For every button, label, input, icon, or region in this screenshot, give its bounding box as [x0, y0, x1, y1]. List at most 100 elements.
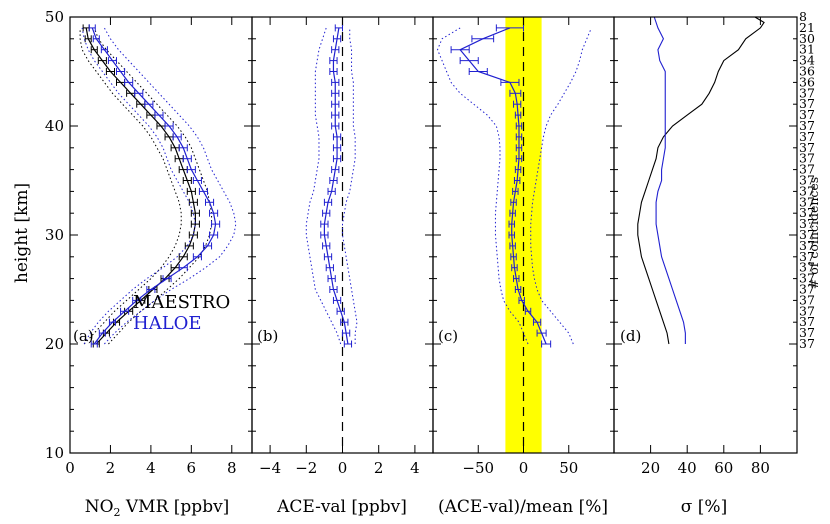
panel-c-series--ace-val-mean-point [510, 253, 517, 261]
panel-label-b: (b) [257, 327, 278, 345]
panel-c-series--ace-val-mean-mean [459, 27, 547, 345]
panel-b-series-ace-val-point [332, 35, 342, 43]
panel-b-series-ace-val-point [332, 144, 342, 152]
panel-b-series-ace-val-point [329, 286, 338, 293]
panel-c-series--ace-val-mean-point [512, 187, 519, 195]
panel-a-series-maestro-point [105, 68, 115, 75]
coincidence-count-label: 37 [799, 336, 815, 351]
panel-c-series--ace-val-mean-point [510, 198, 517, 206]
x-axis-label-d: σ [%] [681, 497, 727, 517]
panel-b-xtick-label: 4 [410, 459, 420, 477]
panel-d-frame [613, 16, 798, 454]
panel-c-series--ace-val-mean-point [509, 209, 516, 217]
panel-a-frame [69, 16, 253, 454]
panel-a-series-maestro-point [90, 46, 98, 54]
panel-a-series-haloe-point [146, 286, 156, 293]
panel-d-series-haloe-line [653, 16, 686, 344]
panel-b-series-ace-val-point [320, 231, 329, 239]
coincidence-count-label: 37 [799, 107, 815, 122]
panel-a-series-haloe-point [90, 340, 98, 348]
panel-a-series-haloe-point [92, 35, 100, 43]
y-tick-label: 30 [45, 226, 64, 244]
panel-c-series--ace-val-mean-point [515, 144, 523, 152]
panel-c-series--ace-val-mean-point [514, 166, 522, 174]
panel-c-series--ace-val-mean-point [508, 220, 515, 228]
panel-a-series-haloe-point [162, 275, 172, 283]
legend-maestro: MAESTRO [133, 292, 230, 313]
panel-b-series-ace-val-point [340, 318, 349, 326]
panel-a-series-haloe-point [134, 89, 144, 97]
coincidence-count-label: 37 [799, 205, 815, 220]
panel-a-xtick-label: 8 [227, 459, 237, 477]
coincidence-count-label: 31 [799, 42, 815, 57]
coincidence-count-label: 37 [799, 303, 815, 318]
x-axis-label-b: ACE-val [ppbv] [276, 497, 407, 517]
panel-a-series-haloe-point [120, 307, 130, 315]
panel-b-series-ace-val-point [331, 166, 340, 174]
panel-a-series-haloe-point [186, 166, 196, 174]
panel-c-series--ace-val-mean-point [509, 242, 516, 250]
panel-b-series-ace-val-point [322, 209, 331, 217]
panel-c-series--ace-val-mean-point [468, 68, 488, 75]
panel-b-series-ace-val-point [327, 187, 336, 195]
coincidence-count-label: 37 [799, 162, 815, 177]
panel-c-series--ace-val-mean-point [541, 340, 552, 348]
panel-c-series--ace-val-mean-sd-high [530, 27, 592, 345]
panel-a-series-haloe-point [144, 100, 154, 108]
panel-b-xtick-label: −4 [259, 459, 281, 477]
panel-d-xtick-label: 40 [678, 459, 697, 477]
panel-b-series-ace-val-point [334, 24, 343, 32]
coincidence-count-label: 37 [799, 194, 815, 209]
panel-a-series-haloe-point [132, 296, 142, 304]
panel-b-series-ace-val-sd-low [305, 27, 342, 345]
panel-b-series-ace-val-mean [323, 27, 349, 345]
panel-b-series-ace-val-point [329, 177, 338, 184]
coincidence-count-label: 37 [799, 129, 815, 144]
panel-b-series-ace-val-sd-high [342, 27, 358, 344]
panel-a-series-maestro-point [84, 35, 92, 43]
coincidence-count-label: 37 [799, 173, 815, 188]
panel-b-series-ace-val-point [342, 329, 351, 337]
coincidence-count-label: 37 [799, 118, 815, 133]
panel-c-series--ace-val-mean-point [518, 296, 525, 304]
panel-a-xtick-label: 4 [146, 459, 156, 477]
panel-c-series--ace-val-mean-point [514, 286, 522, 293]
coincidence-count-label: 37 [799, 271, 815, 286]
coincidence-count-label: 36 [799, 64, 815, 79]
panel-c-series--ace-val-mean-point [508, 231, 515, 239]
panel-a-series-haloe-point [192, 177, 202, 184]
panel-b-series-ace-val-point [332, 155, 342, 163]
panel-a-series-haloe-point [209, 209, 219, 217]
panel-a-series-maestro-point [190, 209, 200, 217]
panel-a-series-haloe-point [178, 144, 188, 152]
panel-b-series-ace-val-point [336, 307, 345, 315]
coincidence-count-label: 37 [799, 96, 815, 111]
panel-a-series-maestro-point [190, 220, 200, 228]
coincidence-count-label: 37 [799, 151, 815, 166]
panel-b-series-ace-val-point [325, 264, 334, 272]
y-tick-label: 40 [45, 117, 64, 135]
panel-a-series-haloe-point [88, 24, 96, 32]
panel-d-xtick-label: 80 [751, 459, 770, 477]
panel-c-xtick-label: −50 [462, 459, 494, 477]
panel-b-series-ace-val-point [331, 111, 340, 119]
panel-b-series-ace-val-point [327, 275, 336, 283]
panel-b-series-ace-val-point [322, 242, 331, 250]
coincidence-count-label: 34 [799, 53, 815, 68]
y-axis-label: height [km] [12, 183, 32, 283]
axis-ticks: 0 2 4 6 8 −4 −2 0 2 4 −50 0 50 20 40 60 8010203040503737… [45, 8, 815, 477]
panel-b-series-ace-val-point [323, 253, 333, 261]
panel-c-series--ace-val-mean-point [536, 329, 547, 337]
panel-c-xtick-label: 0 [519, 459, 529, 477]
coincidence-count-label: 36 [799, 74, 815, 89]
panel-c-series--ace-val-mean-point [459, 57, 479, 65]
coincidence-count-label: 37 [799, 292, 815, 307]
y-tick-label: 10 [45, 444, 64, 462]
panel-a-xtick-label: 0 [65, 459, 75, 477]
x-axis-label-a-sub: 2 [114, 506, 121, 519]
coincidence-count-label: 37 [799, 325, 815, 340]
panel-a-series-maestro-sd-low [79, 27, 182, 345]
panel-c-series--ace-val-mean-point [511, 264, 518, 272]
panel-a-series-haloe-point [202, 242, 213, 250]
